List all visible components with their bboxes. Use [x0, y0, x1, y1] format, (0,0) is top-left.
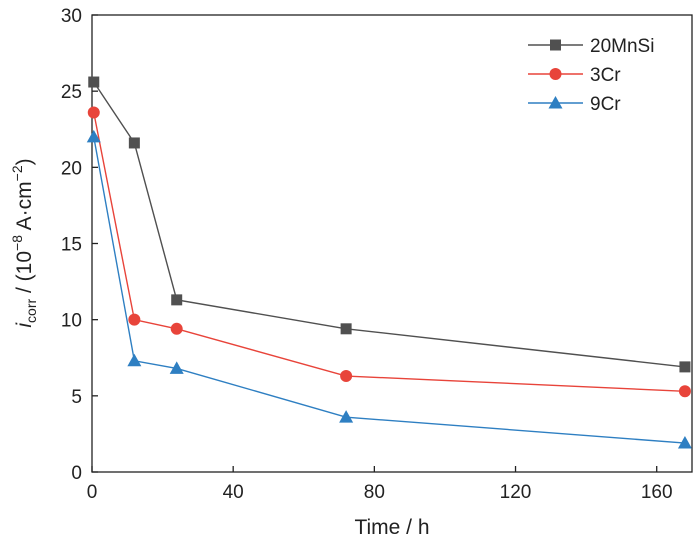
x-tick-label: 40 [223, 482, 244, 503]
y-tick-label: 20 [61, 158, 82, 179]
data-point-20mnsi [679, 361, 691, 373]
data-point-20mnsi [128, 137, 140, 149]
x-tick-label: 160 [641, 482, 673, 503]
data-point-9cr [169, 361, 184, 374]
legend-item-9cr: 9Cr [528, 94, 621, 115]
series-line-3cr [93, 112, 685, 392]
data-point-20mnsi [340, 323, 352, 335]
series-line-9cr [93, 136, 685, 444]
legend-item-20mnsi: 20MnSi [528, 36, 654, 57]
x-axis-title: Time / h [354, 516, 429, 539]
legend-label-3cr: 3Cr [590, 65, 621, 86]
legend-item-3cr: 3Cr [528, 65, 621, 86]
data-point-20mnsi [171, 294, 183, 306]
y-axis-title-symbol: i [13, 322, 36, 328]
x-tick-label: 80 [364, 482, 385, 503]
data-point-9cr [127, 353, 142, 367]
legend-marker-3cr [549, 68, 562, 80]
legend-marker-9cr [548, 96, 563, 109]
x-tick-label: 120 [500, 482, 532, 503]
legend-marker-20mnsi [550, 39, 561, 51]
series-20mnsi [88, 76, 691, 373]
data-point-3cr [87, 106, 100, 119]
y-axis-title: icorr / (10−8 A·cm−2) [9, 158, 39, 327]
legend: 20MnSi 3Cr 9Cr [528, 36, 654, 115]
y-tick-label: 10 [61, 311, 82, 332]
y-axis-title-unit: A·cm [13, 181, 36, 235]
y-axis-title-exponent: −8 [9, 235, 25, 251]
series-9cr [86, 129, 692, 449]
y-tick-label: 5 [71, 387, 82, 408]
y-tick-label: 0 [71, 463, 82, 484]
legend-label-9cr: 9Cr [590, 94, 621, 115]
data-point-20mnsi [88, 76, 100, 88]
y-axis-title-prefix: / (10 [13, 251, 36, 299]
series-line-20mnsi [93, 81, 686, 368]
y-tick-label: 30 [61, 6, 82, 27]
data-point-3cr [128, 313, 141, 326]
series-3cr [87, 106, 691, 398]
data-point-9cr [86, 129, 101, 143]
y-axis-title-unit-exponent: −2 [9, 165, 25, 181]
y-tick-label: 25 [61, 82, 82, 103]
legend-label-20mnsi: 20MnSi [590, 36, 654, 57]
data-point-3cr [678, 385, 691, 398]
y-axis-title-close: ) [13, 158, 36, 165]
series-layer [86, 76, 692, 449]
axis-ticks: 0 40 80 120 160 0 5 10 15 20 25 30 [61, 6, 673, 503]
y-axis-title-subscript: corr [23, 299, 39, 323]
data-point-9cr [339, 410, 354, 423]
data-point-3cr [170, 322, 183, 335]
data-point-9cr [677, 436, 692, 449]
data-point-3cr [340, 370, 353, 383]
x-tick-label: 0 [87, 482, 98, 503]
y-tick-label: 15 [61, 235, 82, 256]
